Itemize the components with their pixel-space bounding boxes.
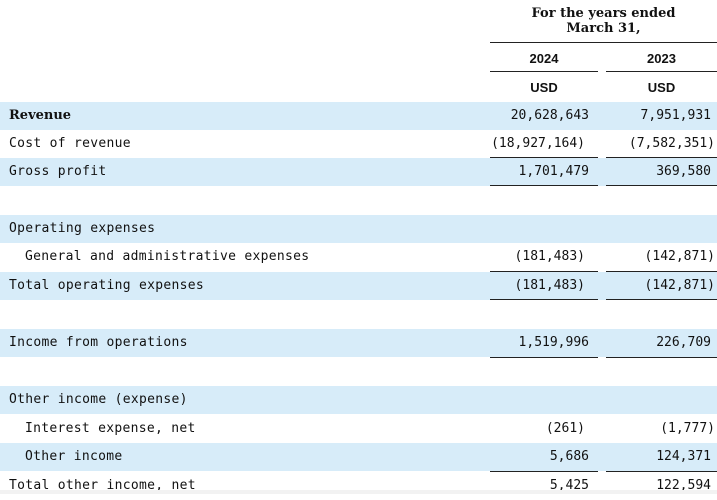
value-2024: (18,927,164) — [491, 136, 585, 151]
total-rule-2023 — [606, 299, 717, 300]
value-2024: 5,425 — [549, 478, 589, 493]
row-income-from-operations: Income from operations 1,519,996 226,709 — [0, 329, 717, 357]
total-rule-2023 — [606, 185, 717, 186]
row-general-administrative: General and administrative expenses (181… — [0, 243, 717, 271]
value-2024: (261) — [545, 421, 585, 436]
subtotal-rule-2023 — [606, 471, 717, 472]
year-2024-rule — [490, 71, 598, 72]
year-2023-rule — [606, 71, 717, 72]
currency-2023-header: USD — [647, 80, 676, 95]
value-2024: (181,483) — [514, 249, 585, 264]
row-label: Other income — [25, 449, 123, 464]
row-cost-of-revenue: Cost of revenue (18,927,164) (7,582,351) — [0, 130, 717, 158]
value-2023: 124,371 — [656, 449, 711, 464]
subtotal-rule-2024 — [490, 271, 598, 272]
currency-2024-header: USD — [530, 80, 558, 95]
section-label: Other income (expense) — [9, 392, 188, 407]
row-interest-expense: Interest expense, net (261) (1,777) — [0, 415, 717, 443]
subtotal-rule-2023 — [606, 157, 717, 158]
row-total-operating-expenses: Total operating expenses (181,483) (142,… — [0, 272, 717, 300]
total-rule-2024 — [490, 357, 598, 358]
row-label: Total other income, net — [9, 478, 196, 493]
caption-line-1: For the years ended — [531, 6, 676, 21]
value-2024: (181,483) — [514, 278, 585, 293]
year-2023-header: 2023 — [647, 51, 676, 66]
caption-line-2: March 31, — [566, 21, 641, 36]
row-total-other-income: Total other income, net 5,425 122,594 — [0, 472, 717, 500]
row-label: General and administrative expenses — [25, 249, 310, 264]
value-2023: 369,580 — [656, 164, 711, 179]
row-operating-expenses: Operating expenses — [0, 215, 717, 243]
subtotal-rule-2024 — [490, 471, 598, 472]
row-label: Income from operations — [9, 335, 188, 350]
value-2023: 122,594 — [656, 478, 711, 493]
section-label: Operating expenses — [9, 221, 156, 236]
value-2023: (7,582,351) — [628, 136, 715, 151]
total-rule-2024 — [490, 299, 598, 300]
row-other-income: Other income 5,686 124,371 — [0, 443, 717, 471]
row-label: Total operating expenses — [9, 278, 205, 293]
row-label: Cost of revenue — [9, 136, 131, 151]
value-2023: (142,871) — [644, 278, 715, 293]
subtotal-rule-2023 — [606, 271, 717, 272]
value-2024: 1,701,479 — [518, 164, 589, 179]
row-revenue: Revenue 20,628,643 7,951,931 — [0, 102, 717, 130]
bottom-edge — [0, 490, 717, 494]
value-2024: 20,628,643 — [510, 108, 589, 123]
row-gross-profit: Gross profit 1,701,479 369,580 — [0, 158, 717, 186]
total-rule-2023 — [606, 357, 717, 358]
value-2023: 7,951,931 — [640, 108, 711, 123]
total-rule-2024 — [490, 185, 598, 186]
row-other-income-expense: Other income (expense) — [0, 386, 717, 414]
value-2023: (1,777) — [660, 421, 715, 436]
value-2023: (142,871) — [644, 249, 715, 264]
subtotal-rule-2024 — [490, 157, 598, 158]
value-2024: 5,686 — [549, 449, 589, 464]
column-header-caption: For the years ended March 31, — [490, 6, 717, 36]
row-label: Interest expense, net — [25, 421, 196, 436]
value-2024: 1,519,996 — [518, 335, 589, 350]
year-2024-header: 2024 — [529, 51, 559, 66]
header-rule — [490, 42, 717, 43]
value-2023: 226,709 — [656, 335, 711, 350]
row-label: Revenue — [9, 108, 72, 123]
row-label: Gross profit — [9, 164, 107, 179]
